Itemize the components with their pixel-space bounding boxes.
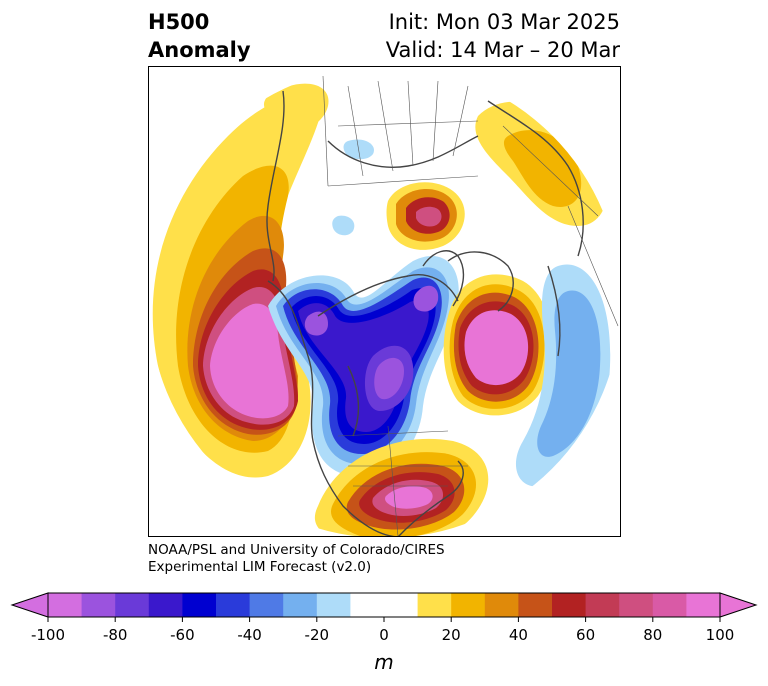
map-title: H500 Anomaly (148, 8, 251, 64)
colorbar-swatch (48, 593, 82, 617)
anomaly-label: Anomaly (148, 38, 251, 62)
colorbar-tick-label: 0 (379, 626, 389, 644)
colorbar-over-arrow (719, 592, 758, 618)
colorbar-unit: m (374, 650, 393, 674)
colorbar-swatch (518, 593, 553, 617)
colorbar-tick-label: -20 (305, 626, 330, 644)
colorbar-swatch (148, 593, 183, 617)
colorbar-swatch (81, 593, 116, 617)
forecast-dates: Init: Mon 03 Mar 2025 Valid: 14 Mar – 20… (386, 8, 620, 64)
coastlines (266, 90, 584, 537)
init-date: Init: Mon 03 Mar 2025 (388, 10, 620, 34)
valid-range: Valid: 14 Mar – 20 Mar (385, 38, 620, 62)
map-frame (148, 66, 621, 537)
north-atlantic-ridge (443, 274, 552, 416)
colorbar-ticks: -100 -80 -60 -40 -20 0 20 40 60 80 100 (31, 617, 734, 644)
anomaly-field (152, 75, 619, 537)
colorbar-swatch (451, 593, 486, 617)
arctic-trough-small (332, 215, 355, 236)
credit-text: NOAA/PSL and University of Colorado/CIRE… (148, 542, 445, 576)
colorbar-swatch (115, 593, 150, 617)
colorbar-swatch (249, 593, 284, 617)
colorbar-swatch (350, 593, 385, 617)
colorbar-tick-label: -80 (103, 626, 128, 644)
colorbar-swatch (552, 593, 586, 617)
colorbar-swatch (316, 593, 351, 617)
colorbar-tick-label: 80 (643, 626, 662, 644)
colorbar-under-arrow (10, 592, 49, 618)
colorbar-swatch (182, 593, 217, 617)
colorbar-swatches (48, 593, 721, 617)
colorbar-tick-label: 40 (509, 626, 528, 644)
colorbar-swatch (283, 593, 318, 617)
colorbar-tick-label: -60 (170, 626, 195, 644)
colorbar-swatch (585, 593, 620, 617)
colorbar-swatch (484, 593, 519, 617)
colorbar-tick-label: -100 (31, 626, 65, 644)
colorbar-swatch (216, 593, 250, 617)
alaska-ridge (263, 83, 329, 130)
credit-line-1: NOAA/PSL and University of Colorado/CIRE… (148, 542, 445, 558)
north-america-trough (268, 255, 459, 476)
colorbar-swatch (384, 593, 418, 617)
colorbar-swatch (619, 593, 654, 617)
pacific-ridge (152, 96, 323, 478)
eurasia-ridge (386, 182, 465, 250)
colorbar-tick-label: 100 (706, 626, 735, 644)
colorbar-swatch (652, 593, 687, 617)
colorbar-swatch (417, 593, 452, 617)
polar-stereographic-map (148, 66, 621, 537)
credit-line-2: Experimental LIM Forecast (v2.0) (148, 559, 372, 575)
colorbar-tick-label: 60 (576, 626, 595, 644)
colorbar-tick-label: 20 (442, 626, 461, 644)
colorbar-swatch (686, 593, 721, 617)
colorbar: -100 -80 -60 -40 -20 0 20 40 60 80 100 m (10, 592, 758, 674)
political-borders (322, 75, 619, 537)
variable-label: H500 (148, 10, 210, 34)
colorbar-tick-label: -40 (237, 626, 262, 644)
eastern-us-ridge (314, 438, 489, 537)
